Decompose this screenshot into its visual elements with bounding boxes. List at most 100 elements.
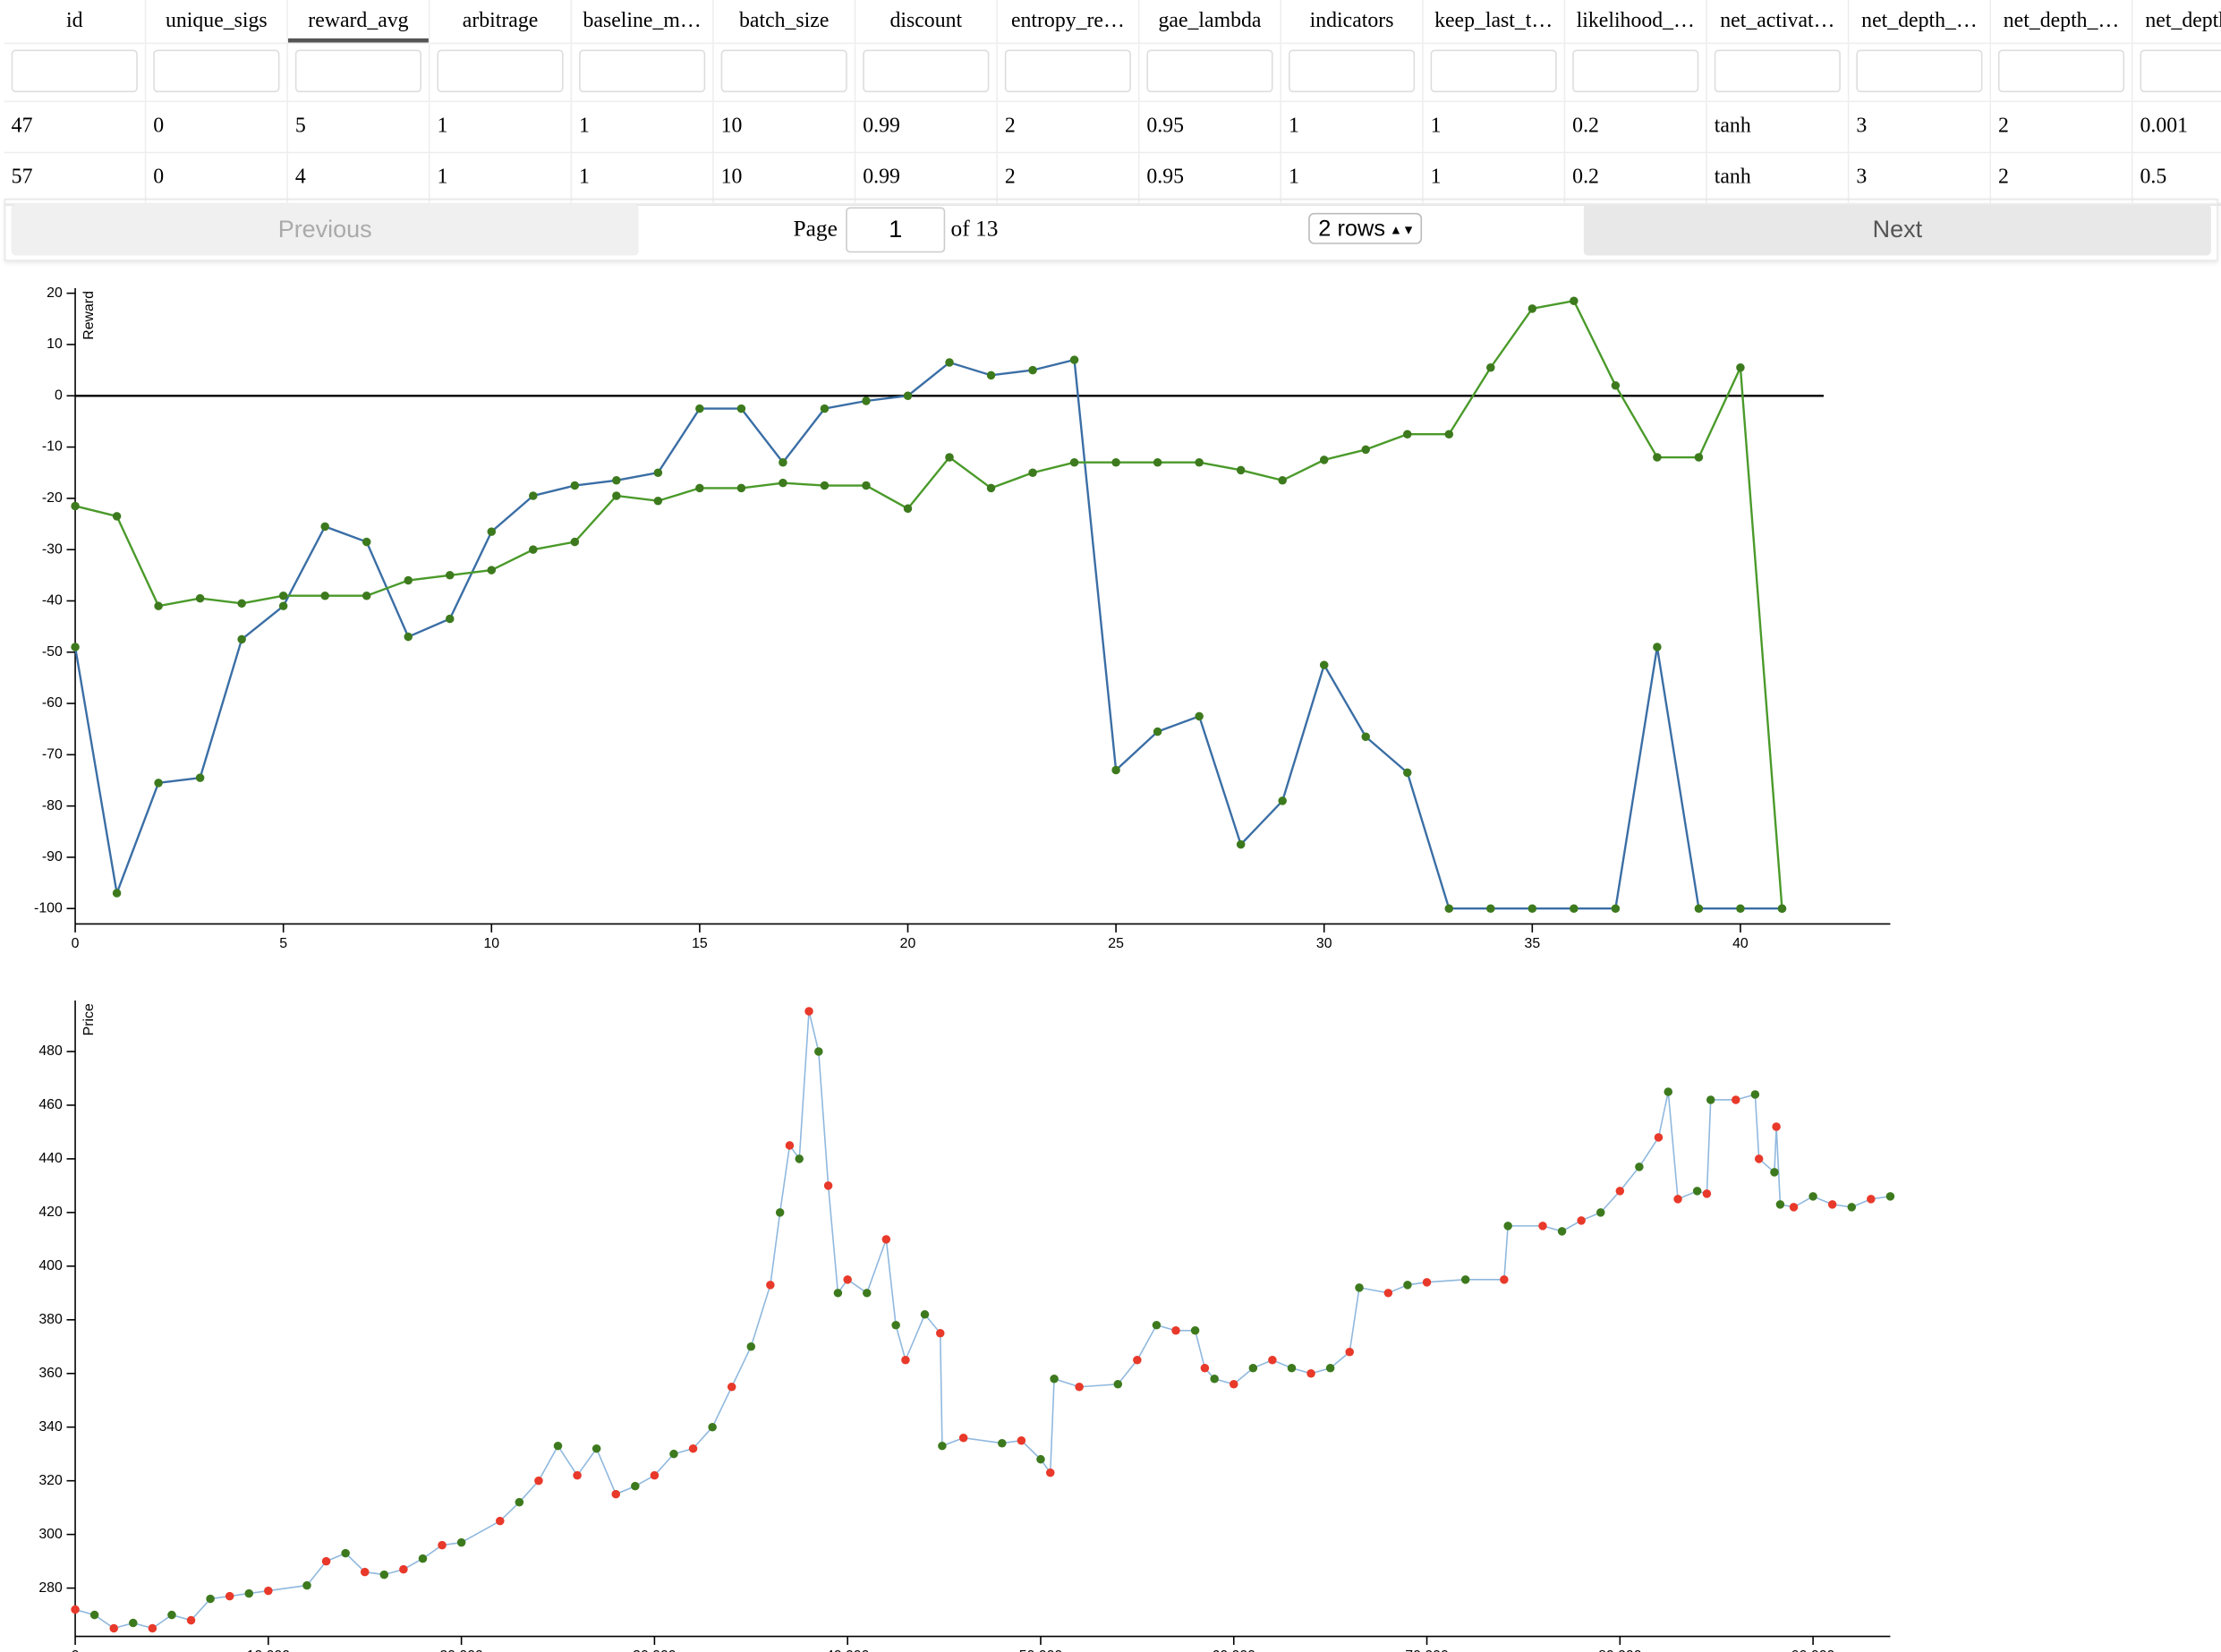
filter-input[interactable] [2140, 49, 2221, 93]
table-cell: 1 [430, 153, 573, 203]
data-point [1383, 1289, 1393, 1298]
column-header[interactable]: batch_size [714, 0, 856, 43]
data-point [112, 889, 122, 898]
filter-cell [288, 44, 430, 101]
previous-button[interactable]: Previous [11, 204, 639, 256]
filter-input[interactable] [1288, 49, 1416, 93]
table-cell: 47 [4, 102, 147, 152]
column-header[interactable]: net_depth_… [1991, 0, 2133, 43]
data-point [775, 1208, 785, 1217]
table-cell: 1 [1424, 153, 1566, 203]
pagination: Previous Page 1 of 13 2 rows ▲▼ Next [4, 199, 2218, 261]
y-tick-label: -60 [42, 695, 63, 711]
column-header[interactable]: net_activat… [1707, 0, 1850, 43]
column-header[interactable]: arbitrage [430, 0, 573, 43]
filter-input[interactable] [579, 49, 706, 93]
column-header[interactable]: discount [855, 0, 998, 43]
data-point [804, 1007, 813, 1016]
column-header[interactable]: indicators [1281, 0, 1424, 43]
data-point [1750, 1090, 1760, 1099]
page-input[interactable]: 1 [846, 207, 946, 253]
y-tick-label: 340 [38, 1419, 63, 1435]
filter-input[interactable] [153, 49, 280, 93]
y-tick-label: 360 [38, 1366, 63, 1381]
data-point [129, 1618, 138, 1628]
data-point [195, 593, 205, 603]
rows-select[interactable]: 2 rows ▲▼ [1308, 212, 1423, 244]
data-point [1028, 468, 1037, 477]
data-point [1200, 1364, 1210, 1373]
filter-cell [146, 44, 288, 101]
data-point [1486, 904, 1495, 913]
column-header[interactable]: gae_lambda [1139, 0, 1282, 43]
data-point [843, 1275, 852, 1284]
table-cell: tanh [1707, 102, 1850, 152]
data-point [653, 468, 663, 477]
filter-input[interactable] [1997, 49, 2125, 93]
table-cell: 2 [1991, 153, 2133, 203]
column-header[interactable]: reward_avg [288, 0, 430, 43]
data-point [1611, 904, 1621, 913]
data-point [1403, 1281, 1412, 1290]
data-point [418, 1554, 428, 1563]
filter-input[interactable] [1004, 49, 1131, 93]
column-header[interactable]: entropy_re… [998, 0, 1140, 43]
y-tick-label: 320 [38, 1473, 63, 1488]
data-point [1050, 1374, 1059, 1384]
y-tick-label: -100 [34, 900, 63, 915]
column-header[interactable]: id [4, 0, 147, 43]
data-point [529, 491, 538, 500]
filter-input[interactable] [1572, 49, 1699, 93]
filter-input[interactable] [1714, 49, 1841, 93]
filter-input[interactable] [720, 49, 847, 93]
column-header[interactable]: likelihood_… [1565, 0, 1707, 43]
column-header[interactable]: net_depth_… [1849, 0, 1992, 43]
data-point [1236, 465, 1246, 475]
x-tick-label: 40,000 [826, 1648, 870, 1652]
data-point [833, 1289, 843, 1298]
filter-input[interactable] [863, 49, 990, 93]
data-point [650, 1470, 659, 1480]
filter-input[interactable] [437, 49, 564, 93]
column-header[interactable]: baseline_m… [572, 0, 714, 43]
filter-cell [430, 44, 573, 101]
data-point [1422, 1278, 1432, 1287]
y-axis-label: Price [81, 1003, 97, 1035]
y-tick-label: 480 [38, 1043, 63, 1059]
data-point [320, 591, 329, 600]
filter-input[interactable] [294, 49, 422, 93]
data-point [986, 370, 996, 380]
column-header[interactable]: unique_sigs [146, 0, 288, 43]
data-point [1702, 1189, 1712, 1198]
header-row: id unique_sigs reward_avg arbitrage baseline… [4, 0, 2221, 45]
column-header[interactable]: net_depth_… [2133, 0, 2221, 43]
y-tick-label: 400 [38, 1258, 63, 1273]
data-point [1017, 1435, 1026, 1445]
data-point [1772, 1122, 1781, 1131]
data-point [1673, 1195, 1682, 1204]
filter-row [4, 44, 2221, 103]
data-point [404, 632, 413, 642]
y-axis-label: Reward [81, 291, 97, 340]
data-point [1111, 457, 1120, 467]
filter-input[interactable] [1856, 49, 1983, 93]
table-cell: 3 [1849, 153, 1992, 203]
data-point [823, 1181, 833, 1190]
table-cell: 0 [146, 153, 288, 203]
data-point [1775, 1200, 1785, 1209]
filter-input[interactable] [11, 49, 138, 93]
data-point [1111, 765, 1120, 775]
data-point [362, 537, 371, 547]
filter-input[interactable] [1430, 49, 1557, 93]
column-header[interactable]: keep_last_t… [1424, 0, 1566, 43]
next-button[interactable]: Next [1583, 204, 2211, 256]
data-point [1847, 1203, 1857, 1212]
filter-input[interactable] [1146, 49, 1273, 93]
y-tick-label: 280 [38, 1580, 63, 1596]
table-row: 47 0 5 1 1 10 0.99 2 0.95 1 1 0.2 tanh 3 2 0.001 [4, 102, 2221, 154]
table-cell: 3 [1849, 102, 1992, 152]
data-point [1596, 1208, 1605, 1217]
table-cell: 0.95 [1139, 102, 1282, 152]
data-point [1278, 796, 1287, 805]
